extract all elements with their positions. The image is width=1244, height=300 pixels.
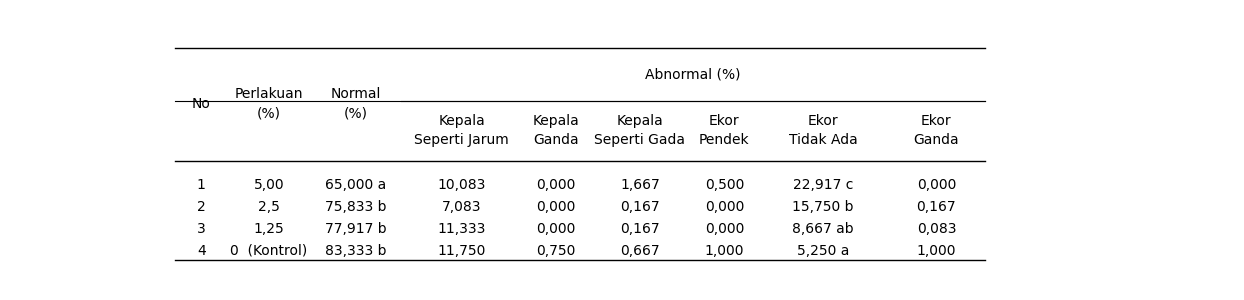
Text: 0,000: 0,000 <box>536 178 575 192</box>
Text: 5,250 a: 5,250 a <box>797 244 850 258</box>
Text: 0,167: 0,167 <box>621 222 659 236</box>
Text: Ekor
Pendek: Ekor Pendek <box>699 114 750 148</box>
Text: 0,000: 0,000 <box>917 178 957 192</box>
Text: 8,667 ab: 8,667 ab <box>792 222 853 236</box>
Text: 3: 3 <box>197 222 205 236</box>
Text: 0,750: 0,750 <box>536 244 575 258</box>
Text: 83,333 b: 83,333 b <box>325 244 387 258</box>
Text: 0,083: 0,083 <box>917 222 957 236</box>
Text: 10,083: 10,083 <box>438 178 486 192</box>
Text: Ekor
Tidak Ada: Ekor Tidak Ada <box>789 114 857 148</box>
Text: Ekor
Ganda: Ekor Ganda <box>913 114 959 148</box>
Text: Kepala
Ganda: Kepala Ganda <box>532 114 578 148</box>
Text: 0,000: 0,000 <box>704 222 744 236</box>
Text: 4: 4 <box>197 244 205 258</box>
Text: 1,000: 1,000 <box>704 244 744 258</box>
Text: Kepala
Seperti Gada: Kepala Seperti Gada <box>595 114 685 148</box>
Text: 0,500: 0,500 <box>704 178 744 192</box>
Text: 22,917 c: 22,917 c <box>792 178 853 192</box>
Text: Normal
(%): Normal (%) <box>331 87 381 121</box>
Text: 5,00: 5,00 <box>254 178 284 192</box>
Text: 77,917 b: 77,917 b <box>325 222 387 236</box>
Text: 11,333: 11,333 <box>438 222 486 236</box>
Text: 65,000 a: 65,000 a <box>325 178 386 192</box>
Text: 7,083: 7,083 <box>442 200 481 214</box>
Text: 2,5: 2,5 <box>258 200 280 214</box>
Text: 1,667: 1,667 <box>620 178 659 192</box>
Text: Abnormal (%): Abnormal (%) <box>646 67 740 81</box>
Text: 75,833 b: 75,833 b <box>325 200 387 214</box>
Text: 1: 1 <box>197 178 205 192</box>
Text: 15,750 b: 15,750 b <box>792 200 853 214</box>
Text: 0,000: 0,000 <box>536 200 575 214</box>
Text: 1,25: 1,25 <box>254 222 284 236</box>
Text: 0,167: 0,167 <box>917 200 957 214</box>
Text: Kepala
Seperti Jarum: Kepala Seperti Jarum <box>414 114 509 148</box>
Text: 0,000: 0,000 <box>536 222 575 236</box>
Text: Perlakuan
(%): Perlakuan (%) <box>235 87 304 121</box>
Text: 1,000: 1,000 <box>917 244 957 258</box>
Text: 0  (Kontrol): 0 (Kontrol) <box>230 244 307 258</box>
Text: 11,750: 11,750 <box>438 244 486 258</box>
Text: 2: 2 <box>197 200 205 214</box>
Text: 0,167: 0,167 <box>621 200 659 214</box>
Text: No: No <box>192 97 210 111</box>
Text: 0,000: 0,000 <box>704 200 744 214</box>
Text: 0,667: 0,667 <box>621 244 659 258</box>
